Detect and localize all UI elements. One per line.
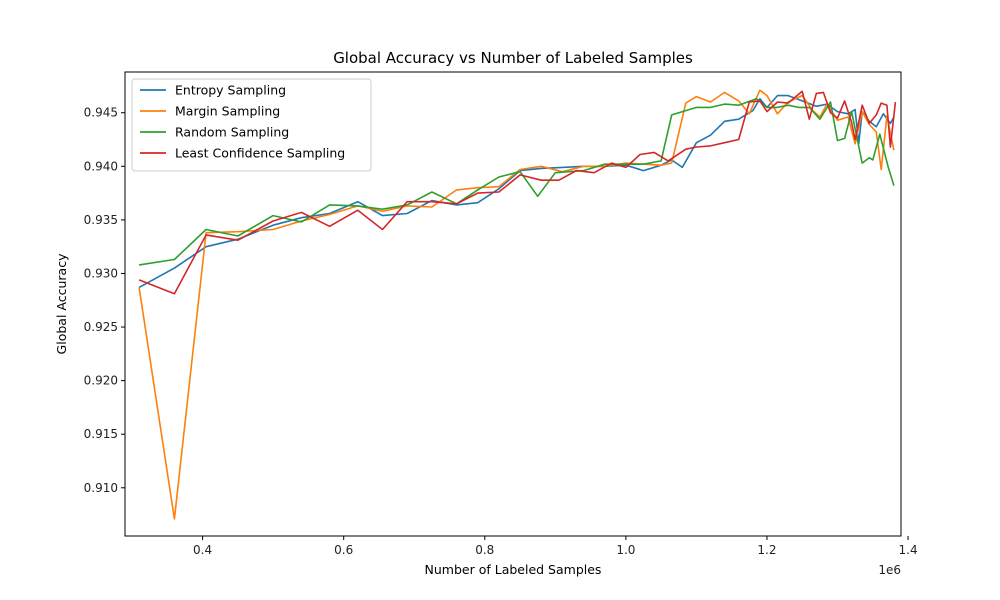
- x-tick-label: 0.8: [475, 543, 494, 557]
- x-axis: 0.4 0.6 0.8 1.0 1.2 1.4: [193, 536, 918, 557]
- series-line-1: [138, 89, 895, 520]
- chart-title: Global Accuracy vs Number of Labeled Sam…: [333, 49, 693, 67]
- y-tick-label: 0.920: [84, 374, 118, 388]
- x-axis-label: Number of Labeled Samples: [425, 562, 602, 577]
- legend-label: Margin Sampling: [175, 104, 280, 119]
- legend-label: Least Confidence Sampling: [175, 146, 345, 161]
- y-tick-label: 0.945: [84, 106, 118, 120]
- y-tick-label: 0.925: [84, 320, 118, 334]
- series-line-2: [138, 98, 895, 266]
- x-tick-label: 1.0: [616, 543, 635, 557]
- y-axis-label: Global Accuracy: [54, 253, 69, 355]
- legend-label: Entropy Sampling: [175, 83, 286, 98]
- legend: Entropy Sampling Margin Sampling Random Sa…: [131, 78, 372, 172]
- y-tick-label: 0.935: [84, 213, 118, 227]
- x-tick-label: 1.4: [899, 543, 918, 557]
- legend-box: [131, 78, 372, 172]
- y-tick-label: 0.930: [84, 266, 118, 280]
- x-tick-label: 0.4: [193, 543, 212, 557]
- x-tick-label: 1.2: [757, 543, 776, 557]
- y-tick-label: 0.915: [84, 427, 118, 441]
- legend-label: Random Sampling: [175, 125, 289, 140]
- plot-frame: [124, 71, 902, 537]
- y-tick-label: 0.940: [84, 159, 118, 173]
- x-offset-label: 1e6: [878, 563, 901, 577]
- series-layer: [138, 89, 897, 520]
- y-axis: 0.910 0.915 0.920 0.925 0.930 0.935 0.940 0.945: [84, 106, 125, 495]
- x-tick-label: 0.6: [334, 543, 353, 557]
- series-line-3: [138, 90, 897, 295]
- y-tick-label: 0.910: [84, 481, 118, 495]
